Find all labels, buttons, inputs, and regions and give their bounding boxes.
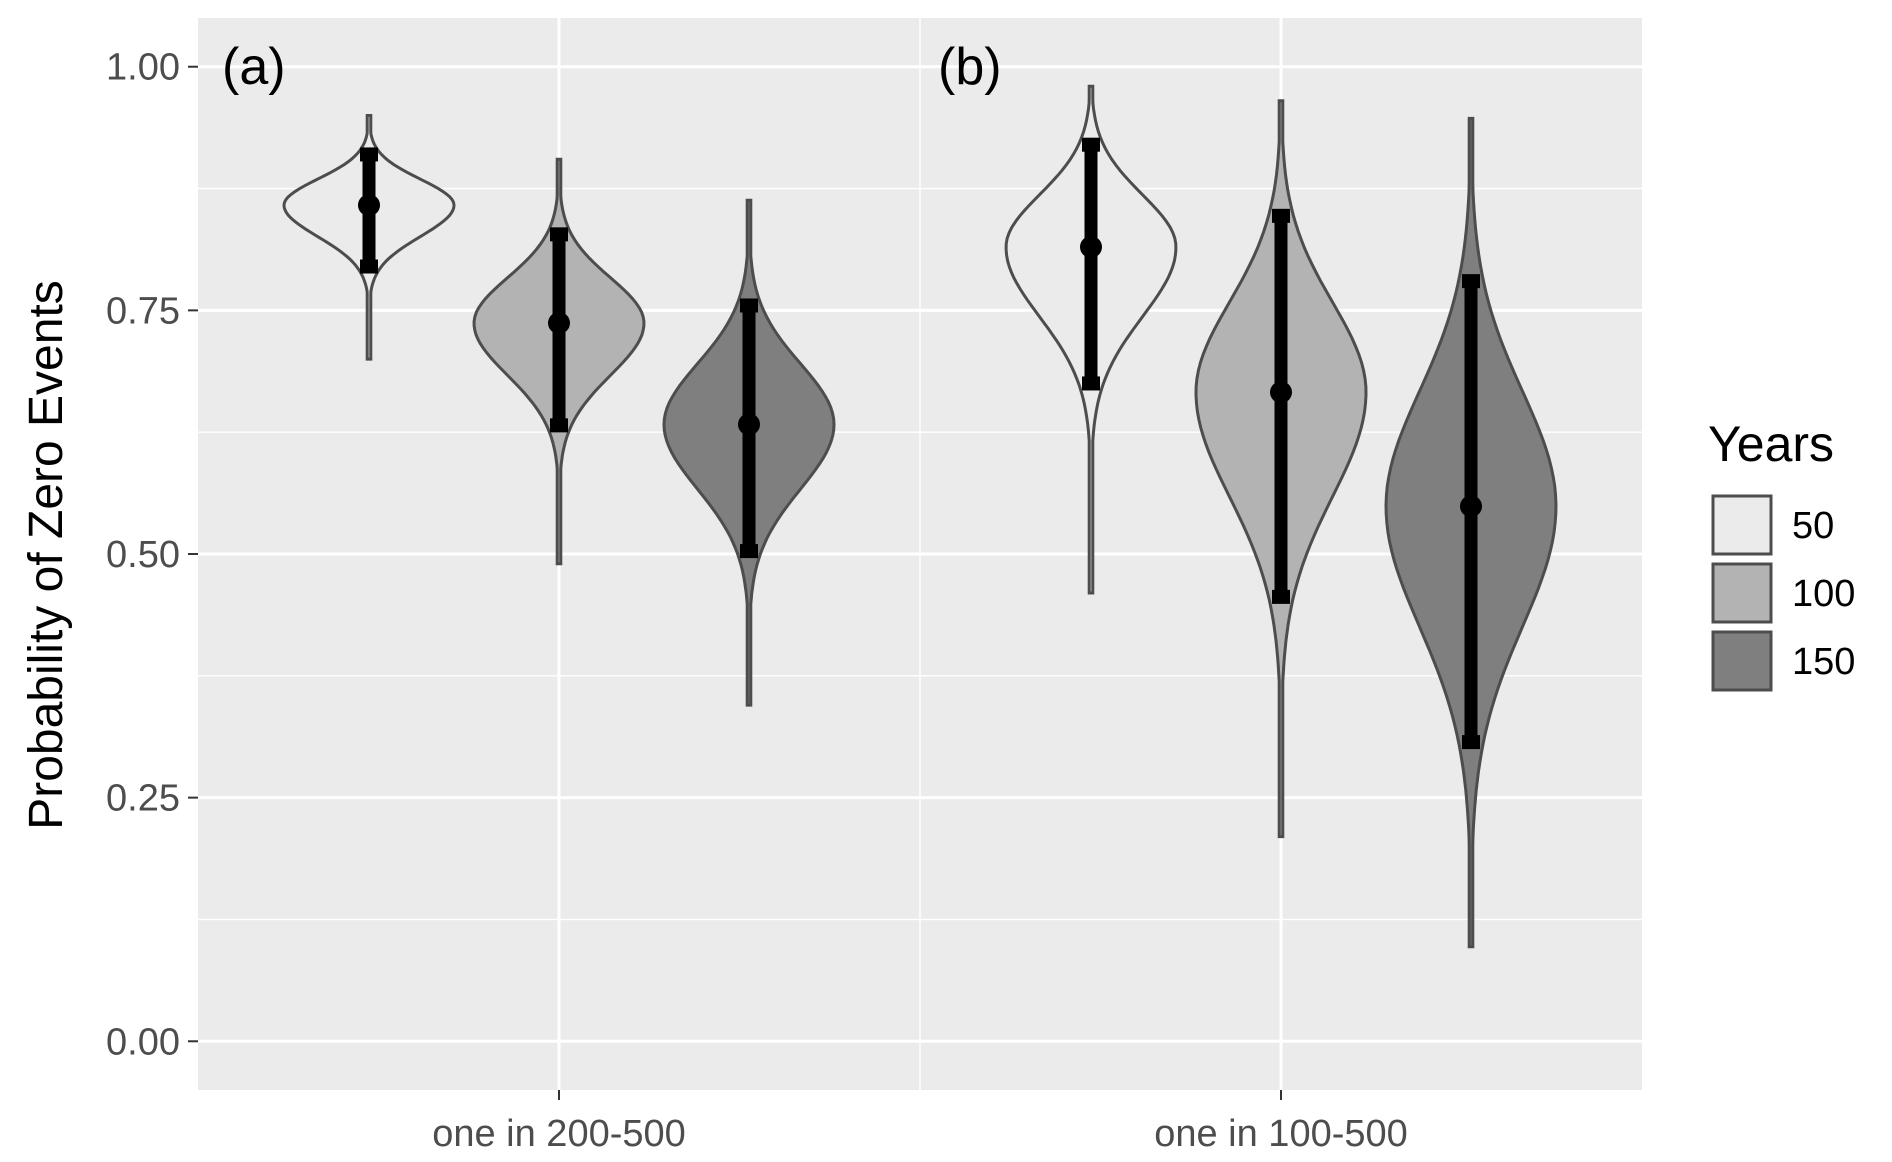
median-point bbox=[738, 413, 760, 436]
violin-group bbox=[1194, 99, 1368, 839]
interval-cap-lower bbox=[360, 259, 378, 274]
y-tick-label: 1.00 bbox=[106, 47, 180, 89]
legend-swatch bbox=[1711, 630, 1773, 692]
interval-cap-lower bbox=[740, 544, 758, 559]
y-tick-label: 0.00 bbox=[106, 1021, 180, 1063]
legend-swatch bbox=[1711, 494, 1773, 556]
interval-cap-upper bbox=[1462, 274, 1480, 289]
violin-group bbox=[1004, 84, 1178, 595]
median-point bbox=[1270, 381, 1292, 404]
interval-cap-upper bbox=[740, 298, 758, 313]
interval-cap-lower bbox=[550, 418, 568, 433]
median-point bbox=[1460, 495, 1482, 518]
legend-title: Years bbox=[1708, 416, 1834, 472]
interval-cap-lower bbox=[1082, 376, 1100, 391]
legend: Years 50 100 150 bbox=[1708, 416, 1855, 693]
x-tick-label: one in 200-500 bbox=[432, 1113, 686, 1155]
interval-cap-lower bbox=[1462, 735, 1480, 750]
y-tick-label: 0.50 bbox=[106, 534, 180, 576]
violin-group bbox=[282, 114, 456, 361]
x-tick-label: one in 100-500 bbox=[1154, 1113, 1408, 1155]
y-axis: 0.00 0.25 0.50 0.75 1.00 bbox=[106, 47, 198, 1063]
y-tick-label: 0.75 bbox=[106, 290, 180, 332]
median-point bbox=[548, 312, 570, 335]
violin-group bbox=[472, 157, 646, 566]
interval-cap-lower bbox=[1272, 589, 1290, 604]
violin-group bbox=[1384, 116, 1558, 949]
legend-swatch bbox=[1711, 562, 1773, 624]
panel-label-a: (a) bbox=[222, 38, 286, 96]
panel-label-b: (b) bbox=[938, 38, 1002, 96]
legend-label: 100 bbox=[1792, 573, 1855, 615]
legend-label: 150 bbox=[1792, 641, 1855, 683]
interval-cap-upper bbox=[1082, 137, 1100, 152]
median-point bbox=[1080, 236, 1102, 259]
interval-cap-upper bbox=[360, 147, 378, 162]
y-axis-title: Probability of Zero Events bbox=[20, 280, 73, 830]
x-axis: one in 200-500 one in 100-500 bbox=[432, 1090, 1408, 1155]
interval-cap-upper bbox=[1272, 208, 1290, 223]
violin-group bbox=[662, 198, 836, 707]
y-tick-label: 0.25 bbox=[106, 778, 180, 820]
median-point bbox=[358, 194, 380, 217]
violin-layer bbox=[282, 84, 1558, 949]
legend-label: 50 bbox=[1792, 505, 1834, 547]
interval-cap-upper bbox=[550, 227, 568, 242]
